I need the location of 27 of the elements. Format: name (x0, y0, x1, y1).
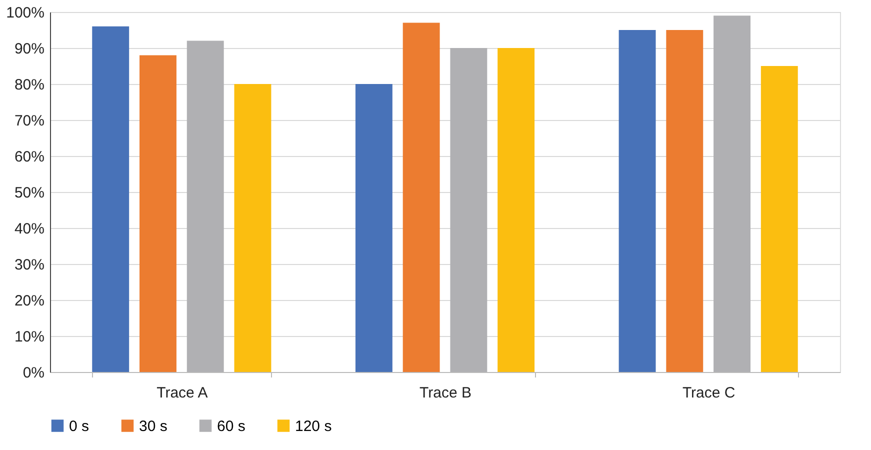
y-tick-label: 20% (14, 292, 44, 310)
legend-label: 0 s (69, 418, 90, 435)
bar (760, 66, 798, 372)
x-tick-label: Trace B (420, 384, 472, 402)
bar (140, 55, 176, 372)
bar (498, 48, 535, 372)
x-tick-label: Trace A (156, 384, 208, 402)
x-tick-label: Trace C (682, 384, 736, 402)
bar (234, 84, 272, 372)
y-tick-label: 80% (14, 76, 44, 94)
y-tick-label: 70% (14, 112, 44, 130)
bar (666, 30, 704, 372)
bar (92, 26, 130, 372)
bar (355, 84, 392, 372)
y-tick-label: 100% (6, 4, 44, 22)
legend-label: 60 s (217, 418, 246, 435)
y-tick-label: 0% (22, 364, 44, 382)
y-tick-label: 10% (14, 328, 44, 346)
y-tick-label: 40% (14, 220, 44, 238)
bar (402, 22, 440, 372)
y-tick-label: 50% (14, 184, 44, 202)
y-tick-label: 60% (14, 148, 44, 166)
y-tick-label: 90% (14, 40, 44, 58)
legend-label: 120 s (295, 418, 332, 435)
bar (618, 30, 656, 372)
y-tick-label: 30% (14, 256, 44, 274)
legend-label: 30 s (139, 418, 168, 435)
